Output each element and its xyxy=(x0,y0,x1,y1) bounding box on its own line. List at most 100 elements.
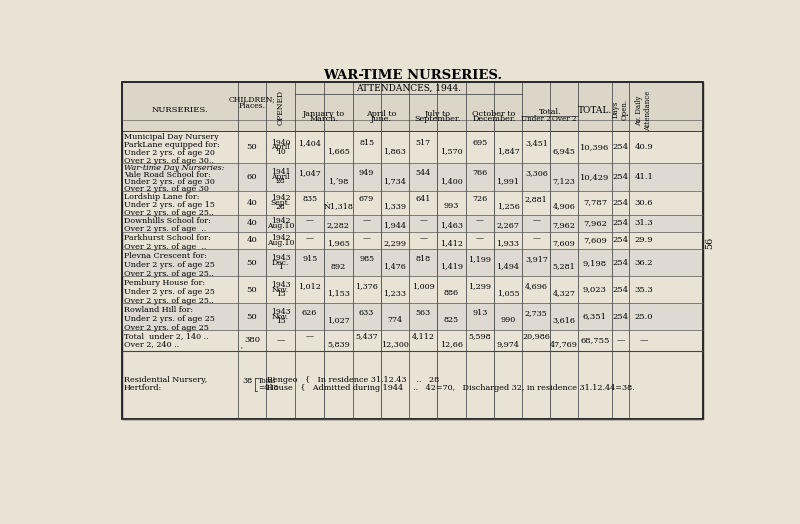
Text: TOTAL.: TOTAL. xyxy=(578,106,612,115)
Text: 641: 641 xyxy=(415,195,431,203)
Text: Over 2 yrs. of age 25: Over 2 yrs. of age 25 xyxy=(124,324,209,332)
Text: 1,012: 1,012 xyxy=(298,282,321,290)
Bar xyxy=(122,214,703,232)
Text: 1940: 1940 xyxy=(271,138,290,147)
Text: 815: 815 xyxy=(359,139,374,147)
Text: Pembury House for:: Pembury House for: xyxy=(124,279,205,287)
Text: 1,665: 1,665 xyxy=(327,147,350,155)
Text: April: April xyxy=(271,173,290,181)
Text: Total  under 2, 140 ..: Total under 2, 140 .. xyxy=(124,333,209,341)
Text: —: — xyxy=(362,234,370,242)
Text: Plevna Crescent for:: Plevna Crescent for: xyxy=(124,252,207,260)
Text: 1,299: 1,299 xyxy=(468,282,491,290)
Text: Over 2 yrs. of age  ..: Over 2 yrs. of age .. xyxy=(124,243,206,251)
Text: 12,66: 12,66 xyxy=(440,340,463,348)
Text: 990: 990 xyxy=(501,316,516,324)
Text: 3,306: 3,306 xyxy=(525,169,548,177)
Bar xyxy=(122,303,703,330)
Text: Days
Open.: Days Open. xyxy=(612,99,629,119)
Text: 12,300: 12,300 xyxy=(381,340,409,348)
Text: NURSERIES.: NURSERIES. xyxy=(151,106,208,114)
Text: 1943: 1943 xyxy=(270,308,290,316)
Text: Over 2 yrs. of age 30: Over 2 yrs. of age 30 xyxy=(124,185,209,193)
Text: Under 2 yrs. of age 20: Under 2 yrs. of age 20 xyxy=(124,149,215,157)
Text: 1,991: 1,991 xyxy=(497,177,519,184)
Text: 818: 818 xyxy=(416,255,430,263)
Text: 1,027: 1,027 xyxy=(327,316,350,324)
Text: 1,476: 1,476 xyxy=(383,263,406,270)
Text: Under 2: Under 2 xyxy=(522,115,551,123)
Text: 28: 28 xyxy=(276,178,286,185)
Text: 726: 726 xyxy=(472,195,487,203)
Text: July to: July to xyxy=(425,110,450,118)
Text: 1,376: 1,376 xyxy=(355,282,378,290)
Text: 892: 892 xyxy=(330,263,346,270)
Text: Municipal Day Nursery: Municipal Day Nursery xyxy=(124,133,218,141)
Text: Rowland Hill for:: Rowland Hill for: xyxy=(124,306,193,314)
Text: OPENED: OPENED xyxy=(277,90,285,125)
Text: 40.9: 40.9 xyxy=(634,143,653,151)
Text: 38: 38 xyxy=(242,377,252,385)
Text: 4,906: 4,906 xyxy=(553,202,576,211)
Text: 1,256: 1,256 xyxy=(497,202,519,211)
Text: Vale Road School for:: Vale Road School for: xyxy=(124,171,210,179)
Text: 50: 50 xyxy=(246,259,258,267)
Text: —: — xyxy=(616,336,625,344)
Text: 1: 1 xyxy=(278,264,283,271)
Text: 7,787: 7,787 xyxy=(582,199,607,206)
Text: Under 2 yrs. of age 15: Under 2 yrs. of age 15 xyxy=(124,201,215,209)
Text: Aug.10: Aug.10 xyxy=(267,222,294,230)
Text: 254: 254 xyxy=(612,286,629,293)
Text: 1942: 1942 xyxy=(271,194,290,202)
Text: 10,429: 10,429 xyxy=(580,173,610,181)
Text: 985: 985 xyxy=(359,255,374,263)
Text: 25.0: 25.0 xyxy=(634,313,653,321)
Text: —: — xyxy=(362,217,370,225)
Text: 15: 15 xyxy=(276,317,286,325)
Text: 1,400: 1,400 xyxy=(440,177,463,184)
Text: 3,616: 3,616 xyxy=(553,316,576,324)
Text: Residential Nursery,: Residential Nursery, xyxy=(124,376,207,384)
Text: —: — xyxy=(306,234,314,242)
Bar xyxy=(122,82,703,419)
Text: Total: Total xyxy=(258,377,276,385)
Text: 5,598: 5,598 xyxy=(469,333,491,341)
Text: 3,917: 3,917 xyxy=(525,255,548,263)
Text: Av. Daily
Attendance: Av. Daily Attendance xyxy=(635,91,652,131)
Text: Sept.: Sept. xyxy=(270,199,290,206)
Text: 1,419: 1,419 xyxy=(440,263,463,270)
Text: 835: 835 xyxy=(302,195,318,203)
Text: 1942: 1942 xyxy=(271,234,290,242)
Text: Under 2 yrs. of age 30: Under 2 yrs. of age 30 xyxy=(124,178,215,186)
Text: 380: 380 xyxy=(244,336,260,344)
Text: 2,299: 2,299 xyxy=(383,238,406,247)
Text: House   {   Admitted during 1944    ..   42=70,   Discharged 32, in residence 31: House { Admitted during 1944 .. 42=70, D… xyxy=(267,384,635,392)
Text: 30.6: 30.6 xyxy=(634,199,653,206)
Text: 517: 517 xyxy=(416,139,430,147)
Text: 1,944: 1,944 xyxy=(383,221,406,230)
Text: War-time Day Nurseries:: War-time Day Nurseries: xyxy=(124,164,225,172)
Text: 1943: 1943 xyxy=(270,254,290,262)
Text: 626: 626 xyxy=(302,309,318,316)
Text: 886: 886 xyxy=(444,289,459,298)
Text: 1,863: 1,863 xyxy=(383,147,406,155)
Text: 633: 633 xyxy=(359,309,374,316)
Text: 2,282: 2,282 xyxy=(327,221,350,230)
Text: —: — xyxy=(639,336,648,344)
Text: 254: 254 xyxy=(612,219,629,227)
Text: 254: 254 xyxy=(612,173,629,181)
Text: Under 2 yrs. of age 25: Under 2 yrs. of age 25 xyxy=(124,315,215,323)
Bar xyxy=(122,163,703,191)
Text: 1941: 1941 xyxy=(271,168,290,176)
Text: 7,609: 7,609 xyxy=(553,238,576,247)
Text: 1943: 1943 xyxy=(270,281,290,289)
Text: Parkhurst School for:: Parkhurst School for: xyxy=(124,234,210,242)
Text: 5,437: 5,437 xyxy=(355,333,378,341)
Text: —: — xyxy=(476,234,484,242)
Text: 1,847: 1,847 xyxy=(497,147,519,155)
Text: Nov.: Nov. xyxy=(272,313,289,321)
Text: 9,023: 9,023 xyxy=(583,286,606,293)
Text: 60: 60 xyxy=(246,173,257,181)
Text: ATTENDANCES, 1944.: ATTENDANCES, 1944. xyxy=(356,84,462,93)
Text: September.: September. xyxy=(414,115,461,123)
